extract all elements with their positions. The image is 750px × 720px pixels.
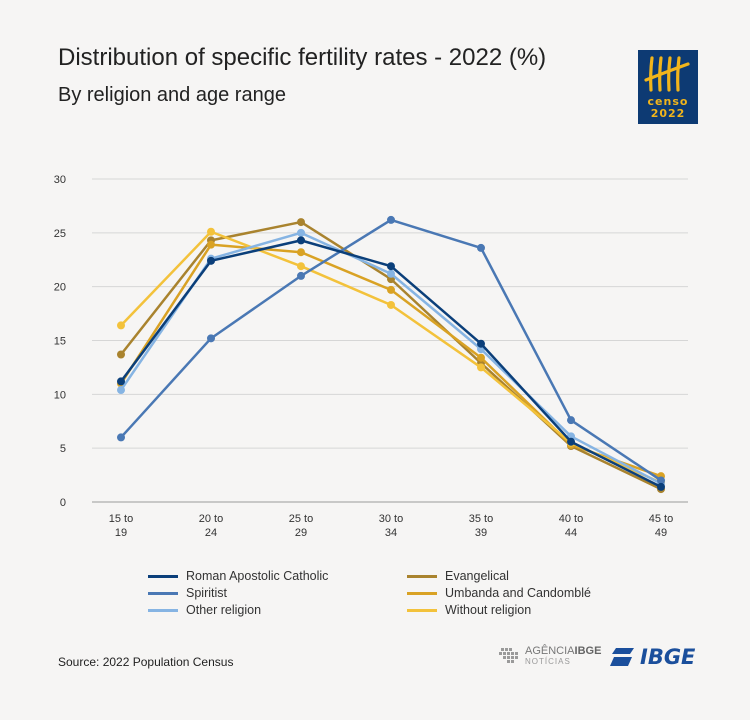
ibge-mark-icon	[610, 648, 634, 666]
x-tick-label: 25 to 29	[289, 513, 313, 539]
data-point-roman-apostolic-catholic	[117, 377, 125, 386]
censo-2022-logo: censo 2022	[638, 50, 698, 124]
data-point-without-religion	[207, 227, 215, 236]
page-subtitle: By religion and age range	[58, 84, 286, 106]
data-point-umbanda-and-candomble	[477, 353, 485, 362]
y-tick-label: 15	[54, 336, 66, 348]
x-tick-label: 45 to 49	[649, 513, 673, 539]
data-point-umbanda-and-candomble	[207, 240, 215, 249]
y-tick-label: 10	[54, 389, 66, 401]
x-tick-label: 20 to 24	[199, 513, 223, 539]
data-point-spiritist	[117, 433, 125, 442]
agencia-brand: IBGE	[574, 645, 602, 657]
page-title: Distribution of specific fertility rates…	[58, 44, 547, 71]
y-tick-label: 20	[54, 282, 66, 294]
agencia-prefix: AGÊNCIA	[525, 645, 575, 657]
data-point-spiritist	[387, 215, 395, 224]
y-tick-label: 30	[54, 174, 66, 186]
agencia-sub: NOTÍCIAS	[525, 657, 571, 666]
x-tick-label: 35 to 39	[469, 513, 493, 539]
data-point-evangelical	[117, 350, 125, 359]
data-point-without-religion	[117, 321, 125, 330]
data-point-spiritist	[657, 476, 665, 485]
ibge-wordmark: IBGE	[640, 645, 696, 669]
data-point-spiritist	[207, 334, 215, 343]
source-note: Source: 2022 Population Census	[58, 655, 234, 669]
data-point-spiritist	[567, 416, 575, 425]
data-point-roman-apostolic-catholic	[477, 339, 485, 348]
y-tick-label: 5	[60, 443, 66, 455]
data-point-spiritist	[477, 243, 485, 252]
data-point-roman-apostolic-catholic	[207, 256, 215, 265]
data-point-without-religion	[387, 300, 395, 309]
data-point-umbanda-and-candomble	[387, 285, 395, 294]
data-point-roman-apostolic-catholic	[297, 236, 305, 245]
censo-word: censo	[647, 95, 689, 108]
data-point-other-religion	[387, 269, 395, 278]
x-tick-label: 15 to 19	[109, 513, 133, 539]
data-point-without-religion	[477, 363, 485, 372]
data-point-roman-apostolic-catholic	[657, 482, 665, 491]
data-point-umbanda-and-candomble	[297, 248, 305, 257]
data-point-spiritist	[297, 271, 305, 280]
tally-marks-icon	[644, 56, 690, 92]
x-tick-label: 40 to 44	[559, 513, 583, 539]
y-tick-label: 0	[60, 497, 66, 509]
data-point-other-religion	[117, 386, 125, 395]
y-tick-label: 25	[54, 228, 66, 240]
data-point-roman-apostolic-catholic	[567, 437, 575, 446]
data-point-without-religion	[297, 262, 305, 271]
data-point-evangelical	[297, 218, 305, 227]
ibge-logo: IBGE	[610, 645, 695, 669]
data-point-roman-apostolic-catholic	[387, 262, 395, 271]
x-tick-label: 30 to 34	[379, 513, 403, 539]
agencia-ibge-logo: AGÊNCIAIBGE NOTÍCIAS	[497, 646, 601, 666]
data-point-other-religion	[297, 228, 305, 237]
brazil-map-icon	[499, 648, 518, 663]
censo-year: 2022	[650, 107, 686, 120]
